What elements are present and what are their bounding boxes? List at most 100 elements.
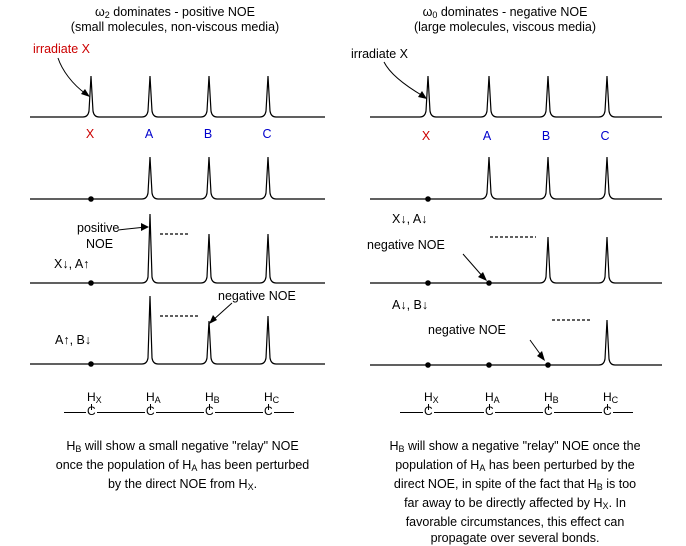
left-ch-bond xyxy=(209,404,210,410)
right-c-2: C xyxy=(485,404,494,418)
right-h-x: HX xyxy=(424,390,439,405)
omega-symbol: ω xyxy=(422,5,433,19)
right-caption-line-5: favorable circumstances, this effect can xyxy=(405,515,625,529)
right-ch-bond xyxy=(607,404,608,410)
left-title-text: dominates - positive NOE xyxy=(109,5,255,19)
right-dot-row4-x xyxy=(425,362,431,368)
right-peak-label-a: A xyxy=(482,129,492,143)
left-h-b: HB xyxy=(205,390,220,405)
left-subtitle: (small molecules, non-viscous media) xyxy=(70,20,280,34)
left-ch-bond xyxy=(268,404,269,410)
left-peak-label-a: A xyxy=(144,127,154,141)
left-positive-arrowhead xyxy=(141,223,149,231)
left-h-c: HC xyxy=(264,390,280,405)
left-cc-bond xyxy=(274,412,294,413)
left-ch-bond xyxy=(150,404,151,410)
right-ch-bond xyxy=(428,404,429,410)
left-peak-label-c: C xyxy=(262,127,272,141)
right-peak-label-x: X xyxy=(421,129,431,143)
left-spectrum-4 xyxy=(30,295,325,365)
right-c-3: C xyxy=(544,404,553,418)
right-cc-bond xyxy=(434,412,484,413)
right-ch-bond xyxy=(489,404,490,410)
left-annotation-positive-2: NOE xyxy=(86,237,114,251)
left-dot-row3-x xyxy=(88,280,94,286)
right-spectrum-2 xyxy=(370,156,662,200)
right-negative-arrowhead-2 xyxy=(537,351,545,361)
left-peak-label-x: X xyxy=(85,127,95,141)
right-title: ω0 dominates - negative NOE xyxy=(390,5,620,23)
right-cc-bond xyxy=(613,412,633,413)
left-c-1: C xyxy=(87,404,96,418)
right-h-b: HB xyxy=(544,390,559,405)
right-h-c: HC xyxy=(603,390,619,405)
right-dot-row3-x xyxy=(425,280,431,286)
left-cc-bond xyxy=(64,412,86,413)
right-irradiate-arrowhead xyxy=(418,91,427,99)
left-negative-arrowhead xyxy=(209,315,217,324)
right-change-1: X↓, A↓ xyxy=(392,212,428,226)
left-h-a: HA xyxy=(146,390,161,405)
right-title-text: dominates - negative NOE xyxy=(437,5,588,19)
right-caption: HB will show a negative "relay" NOE once… xyxy=(360,438,670,546)
right-caption-line-4: far away to be directly affected by HX. … xyxy=(404,496,626,511)
right-caption-line-1: HB will show a negative "relay" NOE once… xyxy=(389,439,641,454)
left-c-2: C xyxy=(146,404,155,418)
right-negative-arrowhead-1 xyxy=(478,272,487,281)
right-c-1: C xyxy=(424,404,433,418)
omega-subscript: 0 xyxy=(432,10,438,20)
left-annotation-positive-1: positive xyxy=(77,221,120,235)
right-spectrum-1 xyxy=(370,75,662,118)
right-annotation-negative-1: negative NOE xyxy=(367,238,445,252)
right-ch-bond xyxy=(548,404,549,410)
left-dot-row2-x xyxy=(88,196,94,202)
right-dot-row4-a xyxy=(486,362,492,368)
left-c-3: C xyxy=(205,404,214,418)
left-irradiate-label: irradiate X xyxy=(33,42,90,56)
right-caption-line-6: propagate over several bonds. xyxy=(430,531,600,545)
left-change-1: X↓, A↑ xyxy=(54,257,90,271)
left-cc-bond xyxy=(215,412,263,413)
right-h-a: HA xyxy=(485,390,500,405)
left-cc-bond xyxy=(97,412,145,413)
right-c-4: C xyxy=(603,404,612,418)
right-dot-row4-b xyxy=(545,362,551,368)
right-cc-bond xyxy=(495,412,543,413)
left-peak-label-b: B xyxy=(203,127,213,141)
right-spectrum-4 xyxy=(370,319,662,366)
left-h-x: HX xyxy=(87,390,102,405)
right-dot-row3-a xyxy=(486,280,492,286)
right-subtitle: (large molecules, viscous media) xyxy=(413,20,596,34)
right-peak-label-c: C xyxy=(600,129,610,143)
left-spectrum-2 xyxy=(30,156,325,200)
left-irradiate-arrowhead xyxy=(81,89,90,97)
left-ch-bond xyxy=(91,404,92,410)
right-cc-bond xyxy=(400,412,423,413)
right-irradiate-label: irradiate X xyxy=(351,47,408,61)
left-spectrum-3 xyxy=(30,213,325,284)
left-caption-line-2: once the population of HA has been pertu… xyxy=(55,458,310,473)
right-caption-line-3: direct NOE, in spite of the fact that HB… xyxy=(393,477,637,492)
left-c-4: C xyxy=(264,404,273,418)
left-irradiate-arrow xyxy=(57,57,87,95)
left-spectrum-1 xyxy=(30,75,325,118)
right-irradiate-arrow xyxy=(383,61,424,97)
right-peak-label-b: B xyxy=(541,129,551,143)
left-title: ω2 dominates - positive NOE xyxy=(60,5,290,23)
left-annotation-negative: negative NOE xyxy=(218,289,296,303)
left-caption-line-3: by the direct NOE from HX. xyxy=(107,477,258,492)
omega-symbol: ω xyxy=(95,5,105,19)
right-cc-bond xyxy=(554,412,602,413)
left-caption-line-1: HB will show a small negative "relay" NO… xyxy=(66,439,299,454)
left-cc-bond xyxy=(156,412,204,413)
right-negative-arrow-1 xyxy=(462,253,485,279)
right-dot-row2-x xyxy=(425,196,431,202)
right-spectrum-3 xyxy=(370,236,662,284)
right-change-2: A↓, B↓ xyxy=(392,298,429,312)
left-caption: HB will show a small negative "relay" NO… xyxy=(25,438,340,495)
omega-subscript: 2 xyxy=(104,10,110,20)
right-annotation-negative-2: negative NOE xyxy=(428,323,506,337)
left-change-2: A↑, B↓ xyxy=(55,333,92,347)
left-dot-row4-x xyxy=(88,361,94,367)
